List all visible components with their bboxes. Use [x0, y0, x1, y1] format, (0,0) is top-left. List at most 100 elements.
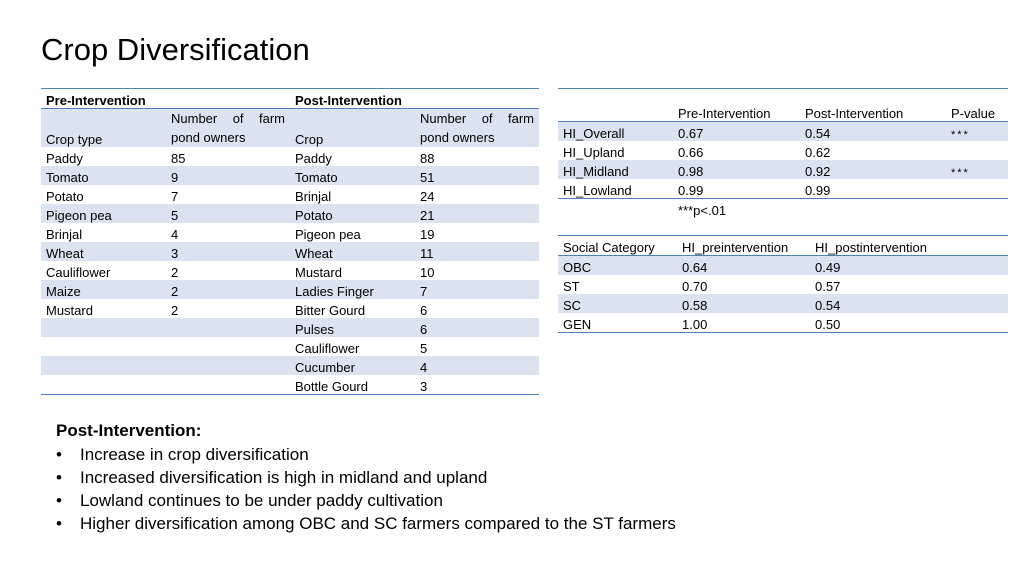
table-cell: SC [558, 294, 677, 313]
table-cell: ST [563, 279, 580, 294]
table-cell: 2 [166, 280, 290, 299]
table-cell: 3 [166, 242, 290, 261]
table-cell: 0.99 [673, 179, 800, 199]
table-cell: 1.00 [682, 317, 708, 332]
list-item-text: Increased diversification is high in mid… [80, 468, 488, 487]
table-cell [41, 337, 166, 356]
table-cell: 0.50 [815, 317, 841, 332]
table-cell: 0.92 [800, 160, 946, 179]
table-cell [558, 199, 673, 219]
table-row: HI_Midland 0.98 0.92 *** [558, 160, 1008, 179]
table-row: Maize 2 Ladies Finger 7 [41, 280, 539, 299]
table-cell: Pigeon pea [295, 227, 361, 242]
table-cell: 7 [415, 280, 539, 299]
post-intervention-notes: Post-Intervention: • Increase in crop div… [56, 421, 676, 535]
bullet-icon: • [56, 514, 62, 533]
table-cell: 0.99 [800, 179, 946, 199]
list-item-text: Lowland continues to be under paddy cult… [80, 491, 443, 510]
table-row: Pigeon pea 5 Potato 21 [41, 204, 539, 223]
table-row: HI_Overall 0.67 0.54 *** [558, 121, 1008, 141]
table-row: OBC 0.64 0.49 [558, 255, 1008, 275]
bullet-icon: • [56, 445, 62, 464]
pre-intervention-label: Pre-Intervention [41, 88, 290, 109]
table-cell: Pigeon pea [41, 204, 166, 223]
table-cell [166, 375, 290, 395]
table-cell [41, 318, 166, 337]
table-row: HI_Upland 0.66 0.62 [558, 141, 1008, 160]
table-cell [946, 141, 1008, 160]
table-cell: 0.57 [815, 279, 841, 294]
table-cell: Ladies Finger [290, 280, 415, 299]
table-row: Pulses 6 [41, 318, 539, 337]
table-cell: 21 [415, 204, 539, 223]
table-cell: Cucumber [290, 356, 415, 375]
table-cell: 3 [420, 379, 428, 394]
page-title: Crop Diversification [41, 32, 310, 67]
table-cell: Tomato [41, 166, 166, 185]
table-row: Brinjal 4 Pigeon pea 19 [41, 223, 539, 242]
table-cell: 0.64 [677, 255, 810, 275]
table-cell: *** [946, 121, 1008, 141]
table-cell: HI_Overall [558, 121, 673, 141]
table-cell: GEN [563, 317, 592, 332]
notes-list: • Increase in crop diversification • Increa… [56, 443, 676, 535]
table-cell: 51 [415, 166, 539, 185]
table-cell: 0.66 [678, 145, 704, 160]
table-cell: HI_Upland [563, 145, 625, 160]
column-header: P-value [946, 88, 1008, 122]
column-header: Post-Intervention [800, 88, 946, 122]
table-cell: 5 [420, 341, 428, 356]
list-item-text: Higher diversification among OBC and SC … [80, 514, 676, 533]
table-cell: 2 [171, 265, 179, 280]
column-header: Pre-Intervention [673, 88, 800, 122]
table-cell: 6 [415, 318, 539, 337]
table-cell: 11 [415, 242, 539, 261]
table-cell: 2 [171, 303, 179, 318]
list-item: • Lowland continues to be under paddy cul… [56, 489, 676, 512]
table-row: Tomato 9 Tomato 51 [41, 166, 539, 185]
table-row: Cucumber 4 [41, 356, 539, 375]
table-cell [166, 318, 290, 337]
table-cell: Mustard [46, 303, 93, 318]
table-cell: 5 [166, 204, 290, 223]
table-cell: Paddy [295, 151, 332, 166]
table-cell: Mustard [295, 265, 342, 280]
table-row: HI_Lowland 0.99 0.99 [558, 179, 1008, 199]
table-cell [166, 356, 290, 375]
column-header: Crop [290, 108, 415, 147]
table-cell: 19 [420, 227, 435, 242]
crop-table-group-header: Pre-Intervention Post-Intervention [41, 88, 539, 109]
crop-table-column-header: Crop type Number of farm pond owners Cro… [41, 108, 539, 147]
table-cell [946, 179, 1008, 199]
table-cell: 0.58 [677, 294, 810, 313]
significance-note-row: ***p<.01 [558, 199, 1008, 219]
hi-table: Pre-Intervention Post-Intervention P-val… [558, 88, 1008, 218]
table-cell [41, 356, 166, 375]
list-item-text: Increase in crop diversification [80, 445, 309, 464]
table-cell: *** [946, 160, 1008, 179]
table-cell: 0.49 [810, 255, 1008, 275]
table-cell: OBC [558, 255, 677, 275]
table-cell: Potato [290, 204, 415, 223]
social-table-header: Social Category HI_preintervention HI_po… [558, 235, 1008, 256]
significance-note: ***p<.01 [678, 203, 727, 218]
table-cell: Brinjal [295, 189, 332, 204]
table-cell: HI_Midland [558, 160, 673, 179]
table-cell: 88 [420, 151, 435, 166]
social-category-table: Social Category HI_preintervention HI_po… [558, 235, 1008, 333]
column-header: HI_preintervention [677, 235, 810, 256]
table-cell: 0.54 [800, 121, 946, 141]
table-cell: 85 [171, 151, 186, 166]
list-item: • Increased diversification is high in mi… [56, 466, 676, 489]
crop-table: Pre-Intervention Post-Intervention Crop … [41, 88, 539, 395]
table-cell: 9 [166, 166, 290, 185]
bullet-icon: • [56, 491, 62, 510]
table-cell: Cauliflower [295, 341, 360, 356]
table-cell: Wheat [290, 242, 415, 261]
table-row: Bottle Gourd 3 [41, 375, 539, 395]
table-cell [41, 375, 166, 395]
table-cell: Bottle Gourd [295, 379, 368, 394]
table-cell: Cauliflower [46, 265, 111, 280]
table-cell: 24 [420, 189, 435, 204]
table-cell: Maize [41, 280, 166, 299]
